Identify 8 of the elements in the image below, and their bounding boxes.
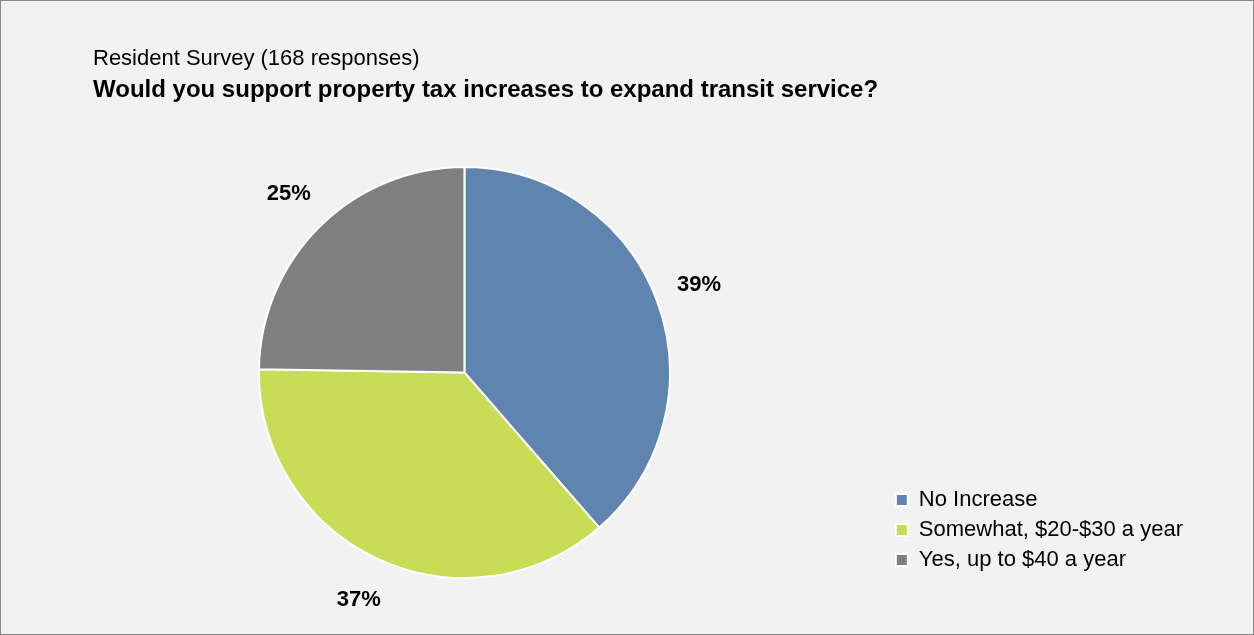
chart-title: Would you support property tax increases to expand transit service? [93,75,879,103]
legend-label: Yes, up to $40 a year [918,546,1126,572]
chart-subtitle: Resident Survey (168 responses) [93,45,420,71]
legend-label: Somewhat, $20-$30 a year [918,516,1184,542]
data-label: 37% [336,585,381,611]
legend-label: No Increase [918,486,1038,512]
data-label: 39% [677,270,722,296]
data-label: 25% [266,180,311,206]
